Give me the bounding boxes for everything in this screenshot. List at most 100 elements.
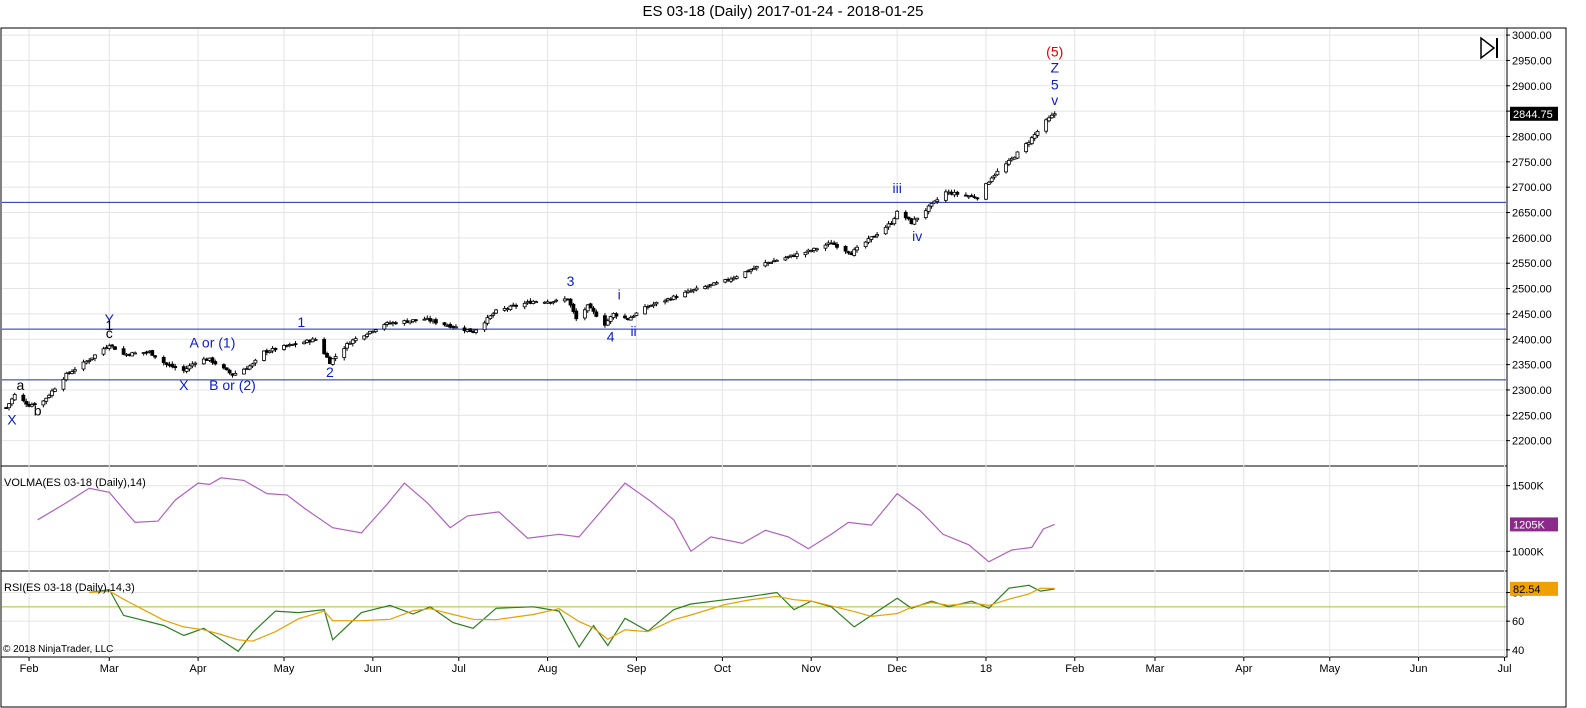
candle-body <box>242 368 246 375</box>
candle-body <box>262 350 266 361</box>
candle-body <box>591 307 596 312</box>
candle-body <box>694 287 699 291</box>
candle-body <box>706 285 710 288</box>
wave-label: a <box>17 377 25 393</box>
candle-body <box>774 259 779 262</box>
candle-body <box>1052 113 1057 116</box>
skip-to-end-icon[interactable] <box>1480 36 1498 60</box>
candle-body <box>752 267 756 270</box>
rsi-line <box>89 584 1055 653</box>
wave-label: (5) <box>1046 43 1063 59</box>
candle-body <box>623 315 627 319</box>
candle-body <box>846 251 851 254</box>
candle-body <box>52 388 57 392</box>
candle-body <box>582 309 587 319</box>
x-tick-label: May <box>274 663 295 675</box>
candle-body <box>855 246 859 251</box>
candle-body <box>643 306 647 315</box>
y-tick-label: 2900.00 <box>1512 81 1552 93</box>
wave-label: 1 <box>105 317 113 333</box>
candle-body <box>663 300 667 303</box>
candle-body <box>121 348 126 355</box>
wave-label: c <box>106 325 113 341</box>
candle-body <box>462 327 467 331</box>
candle-body <box>875 234 879 237</box>
candle-body <box>41 400 46 406</box>
candle-body <box>883 227 888 235</box>
candle-body <box>912 218 917 225</box>
candle-body <box>645 306 650 308</box>
candle-body <box>691 289 696 292</box>
candle-body <box>926 205 931 212</box>
candle-body <box>823 244 828 249</box>
candle-body <box>574 310 579 320</box>
x-tick-label: Feb <box>1065 663 1084 675</box>
candle-body <box>835 243 839 248</box>
candle-body <box>107 345 112 349</box>
candle-body <box>32 403 37 406</box>
wave-label: A or (1) <box>189 334 235 350</box>
wave-label: iii <box>892 180 901 196</box>
wave-label: i <box>618 287 621 303</box>
candle-body <box>468 328 473 332</box>
candle-body <box>224 367 229 371</box>
candle-body <box>353 338 358 342</box>
candle-body <box>448 324 453 328</box>
candle-body <box>164 362 169 365</box>
candle-body <box>93 354 97 359</box>
candle-body <box>955 191 960 195</box>
candle-body <box>605 320 610 326</box>
candle-body <box>273 347 278 351</box>
x-tick-label: Oct <box>714 663 731 675</box>
candle-body <box>9 398 14 405</box>
rsi-title: RSI(ES 03-18 (Daily),14,3) <box>4 582 135 594</box>
candle-body <box>47 394 52 398</box>
candle-body <box>44 397 49 402</box>
candle-body <box>514 304 519 307</box>
candle-body <box>474 329 478 333</box>
wave-label: X <box>179 377 189 393</box>
volma-line <box>37 477 1055 563</box>
candle-body <box>866 238 871 243</box>
candle-body <box>786 256 791 258</box>
candle-body <box>763 262 768 267</box>
candle-body <box>1004 163 1008 173</box>
candle-body <box>362 335 367 340</box>
candle-body <box>233 373 238 376</box>
candle-body <box>714 282 719 285</box>
candle-body <box>1035 131 1040 136</box>
x-tick-label: Sep <box>627 663 647 675</box>
candle-body <box>84 360 89 364</box>
candle-body <box>783 257 788 261</box>
candle-body <box>852 249 857 256</box>
y-tick-label: 2350.00 <box>1512 360 1552 372</box>
y-tick-label: 2450.00 <box>1512 309 1552 321</box>
wave-label: 2 <box>326 364 334 380</box>
candle-body <box>64 372 69 381</box>
y-tick-label: 1000K <box>1512 546 1544 558</box>
candle-body <box>494 309 498 314</box>
candle-body <box>929 203 934 207</box>
candle-body <box>872 235 877 238</box>
candle-body <box>803 251 808 256</box>
candle-body <box>729 278 733 282</box>
candle-body <box>365 333 370 337</box>
chart-title: ES 03-18 (Daily) 2017-01-24 - 2018-01-25 <box>642 3 924 20</box>
candle-body <box>972 196 977 199</box>
candle-body <box>522 302 527 308</box>
candle-body <box>651 303 656 307</box>
candle-body <box>915 217 920 221</box>
candle-body <box>293 343 298 345</box>
candle-body <box>153 355 158 358</box>
rsi-series <box>2 584 1506 653</box>
candle-body <box>588 303 593 309</box>
candle-body <box>1049 114 1054 119</box>
candle-body <box>1032 134 1037 139</box>
candle-body <box>743 271 748 278</box>
x-tick-label: May <box>1319 663 1340 675</box>
y-tick-label: 2500.00 <box>1512 284 1552 296</box>
y-tick-label: 2950.00 <box>1512 55 1552 67</box>
candle-body <box>863 241 868 247</box>
candle-body <box>534 301 539 304</box>
